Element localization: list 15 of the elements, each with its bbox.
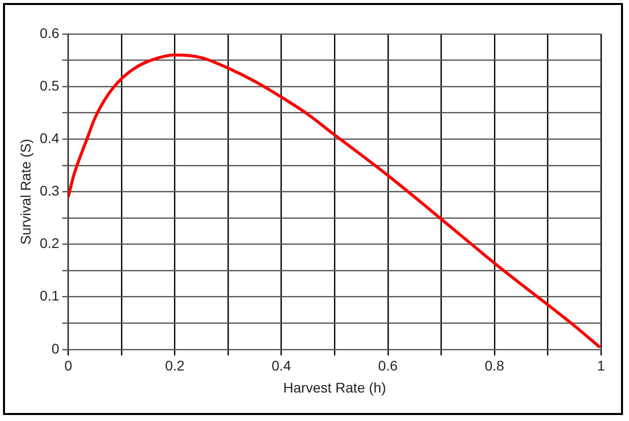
y-tick-label: 0.2 [40,235,60,252]
x-tick-label: 1 [597,358,606,374]
y-tick-label: 0.1 [40,288,60,304]
x-tick-label: 0.4 [272,358,292,374]
x-axis-title: Harvest Rate (h) [283,379,386,396]
x-tick-label: 0 [64,358,72,374]
y-tick-label: 0.6 [40,24,60,41]
y-tick-label: 0 [51,340,60,356]
y-tick-label: 0.3 [40,182,60,199]
y-tick-label: 0.5 [40,77,60,94]
y-tick-label: 0.4 [40,130,60,146]
x-tick-label: 0.6 [378,358,398,374]
y-axis-title: Survival Rate (S) [17,138,34,245]
x-tick-label: 0.2 [165,358,185,374]
x-tick-label: 0.8 [484,358,504,374]
